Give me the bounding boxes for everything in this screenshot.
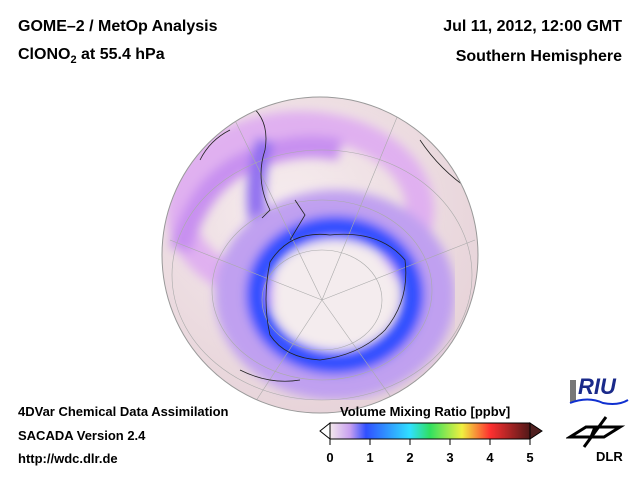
datetime-label: Jul 11, 2012, 12:00 GMT xyxy=(443,18,622,35)
colorbar-title: Volume Mixing Ratio [ppbv] xyxy=(340,404,511,419)
species-rest: at 55.4 hPa xyxy=(76,46,165,63)
footer-line1: 4DVar Chemical Data Assimilation xyxy=(18,404,229,419)
dlr-logo-text: DLR xyxy=(596,449,623,464)
species-main: ClONO xyxy=(18,46,71,63)
riu-logo-text: RIU xyxy=(578,374,616,399)
species-sub: 2 xyxy=(70,54,77,67)
species-label: ClONO2 at 55.4 hPa xyxy=(18,46,165,66)
footer-line3[interactable]: http://wdc.dlr.de xyxy=(18,451,118,466)
colorbar xyxy=(319,421,543,445)
colorbar-tick: 5 xyxy=(526,450,534,465)
riu-logo: RIU xyxy=(568,372,630,406)
colorbar-tick: 1 xyxy=(366,450,374,465)
colorbar-under-arrow xyxy=(319,421,331,441)
footer-line2: SACADA Version 2.4 xyxy=(18,428,146,443)
coastlines xyxy=(199,104,471,382)
graticule xyxy=(169,109,476,411)
dlr-logo: DLR xyxy=(564,415,626,465)
region-label: Southern Hemisphere xyxy=(455,48,622,65)
dlr-logo-icon xyxy=(564,416,626,448)
colorbar-over-arrow xyxy=(529,422,543,440)
colorbar-tick: 2 xyxy=(406,450,414,465)
colorbar-tick: 0 xyxy=(326,450,334,465)
colorbar-tick: 4 xyxy=(486,450,494,465)
colorbar-tick: 3 xyxy=(446,450,454,465)
colorbar-gradient xyxy=(329,422,531,440)
title-line1: GOME–2 / MetOp Analysis xyxy=(18,18,218,35)
